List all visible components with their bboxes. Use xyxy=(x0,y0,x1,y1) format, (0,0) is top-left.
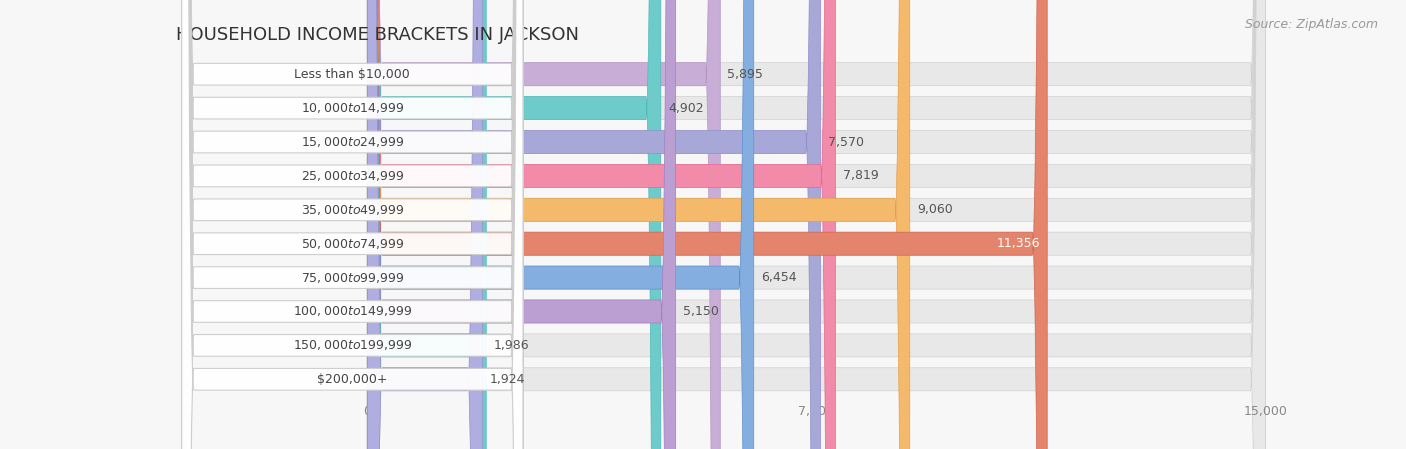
Text: HOUSEHOLD INCOME BRACKETS IN JACKSON: HOUSEHOLD INCOME BRACKETS IN JACKSON xyxy=(176,26,579,44)
FancyBboxPatch shape xyxy=(367,0,1265,449)
Text: 6,454: 6,454 xyxy=(761,271,797,284)
FancyBboxPatch shape xyxy=(367,0,676,449)
FancyBboxPatch shape xyxy=(181,0,523,449)
FancyBboxPatch shape xyxy=(181,0,523,449)
FancyBboxPatch shape xyxy=(181,0,523,449)
FancyBboxPatch shape xyxy=(367,0,661,449)
Text: Source: ZipAtlas.com: Source: ZipAtlas.com xyxy=(1244,18,1378,31)
Text: 5,150: 5,150 xyxy=(683,305,718,318)
FancyBboxPatch shape xyxy=(367,0,835,449)
Text: 7,819: 7,819 xyxy=(842,169,879,182)
FancyBboxPatch shape xyxy=(367,0,1265,449)
FancyBboxPatch shape xyxy=(367,0,1265,449)
FancyBboxPatch shape xyxy=(367,0,1265,449)
FancyBboxPatch shape xyxy=(181,0,523,449)
Text: $200,000+: $200,000+ xyxy=(318,373,388,386)
FancyBboxPatch shape xyxy=(367,0,1265,449)
FancyBboxPatch shape xyxy=(367,0,1265,449)
Text: 4,902: 4,902 xyxy=(668,101,703,114)
Text: 7,570: 7,570 xyxy=(828,136,863,149)
Text: 1,986: 1,986 xyxy=(494,339,529,352)
Text: $75,000 to $99,999: $75,000 to $99,999 xyxy=(301,271,404,285)
Text: 11,356: 11,356 xyxy=(997,237,1040,250)
FancyBboxPatch shape xyxy=(367,0,1265,449)
FancyBboxPatch shape xyxy=(367,0,1265,449)
FancyBboxPatch shape xyxy=(181,0,523,449)
Text: Less than $10,000: Less than $10,000 xyxy=(294,68,411,81)
FancyBboxPatch shape xyxy=(367,0,1047,449)
FancyBboxPatch shape xyxy=(367,0,486,449)
Text: $15,000 to $24,999: $15,000 to $24,999 xyxy=(301,135,404,149)
FancyBboxPatch shape xyxy=(367,0,1265,449)
FancyBboxPatch shape xyxy=(367,0,910,449)
Text: 1,924: 1,924 xyxy=(489,373,526,386)
FancyBboxPatch shape xyxy=(181,0,523,449)
Text: $10,000 to $14,999: $10,000 to $14,999 xyxy=(301,101,404,115)
FancyBboxPatch shape xyxy=(367,0,482,449)
FancyBboxPatch shape xyxy=(367,0,1265,449)
Text: $50,000 to $74,999: $50,000 to $74,999 xyxy=(301,237,404,251)
Text: $150,000 to $199,999: $150,000 to $199,999 xyxy=(292,339,412,352)
Text: $100,000 to $149,999: $100,000 to $149,999 xyxy=(292,304,412,318)
Text: $35,000 to $49,999: $35,000 to $49,999 xyxy=(301,203,404,217)
FancyBboxPatch shape xyxy=(367,0,754,449)
Text: $25,000 to $34,999: $25,000 to $34,999 xyxy=(301,169,404,183)
FancyBboxPatch shape xyxy=(367,0,821,449)
FancyBboxPatch shape xyxy=(181,0,523,449)
FancyBboxPatch shape xyxy=(181,0,523,449)
Text: 5,895: 5,895 xyxy=(727,68,763,81)
FancyBboxPatch shape xyxy=(367,0,720,449)
FancyBboxPatch shape xyxy=(181,0,523,449)
FancyBboxPatch shape xyxy=(181,0,523,449)
Text: 9,060: 9,060 xyxy=(917,203,953,216)
